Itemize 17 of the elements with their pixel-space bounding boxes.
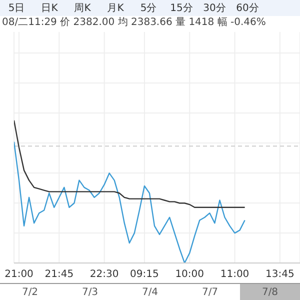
text: 5日 bbox=[7, 2, 26, 15]
x-tick-label: 21:00 bbox=[4, 269, 34, 280]
x-tick-label: 21:45 bbox=[44, 269, 74, 280]
x-tick-label: 09:15 bbox=[130, 269, 159, 280]
x-tick-label: 13:45 bbox=[266, 269, 294, 280]
navigator-strip: 7/2 7/3 7/4 7/7 7/8 bbox=[0, 283, 300, 300]
text: 5分 bbox=[139, 2, 158, 15]
text: 日K bbox=[40, 2, 59, 15]
text: 08/二11:29 价 2382.00 均 2383.66 量 1418 幅 -0.46% bbox=[2, 17, 266, 28]
x-tick-label: 11:00 bbox=[220, 269, 250, 280]
text: 月K bbox=[106, 2, 125, 15]
text: 30分 bbox=[202, 2, 227, 15]
text: 15分 bbox=[169, 2, 194, 15]
x-tick-label: 10:00 bbox=[175, 269, 204, 280]
text: 周K bbox=[73, 2, 92, 15]
text: 60分 bbox=[235, 2, 260, 15]
x-tick-label: 22:30 bbox=[90, 269, 119, 280]
